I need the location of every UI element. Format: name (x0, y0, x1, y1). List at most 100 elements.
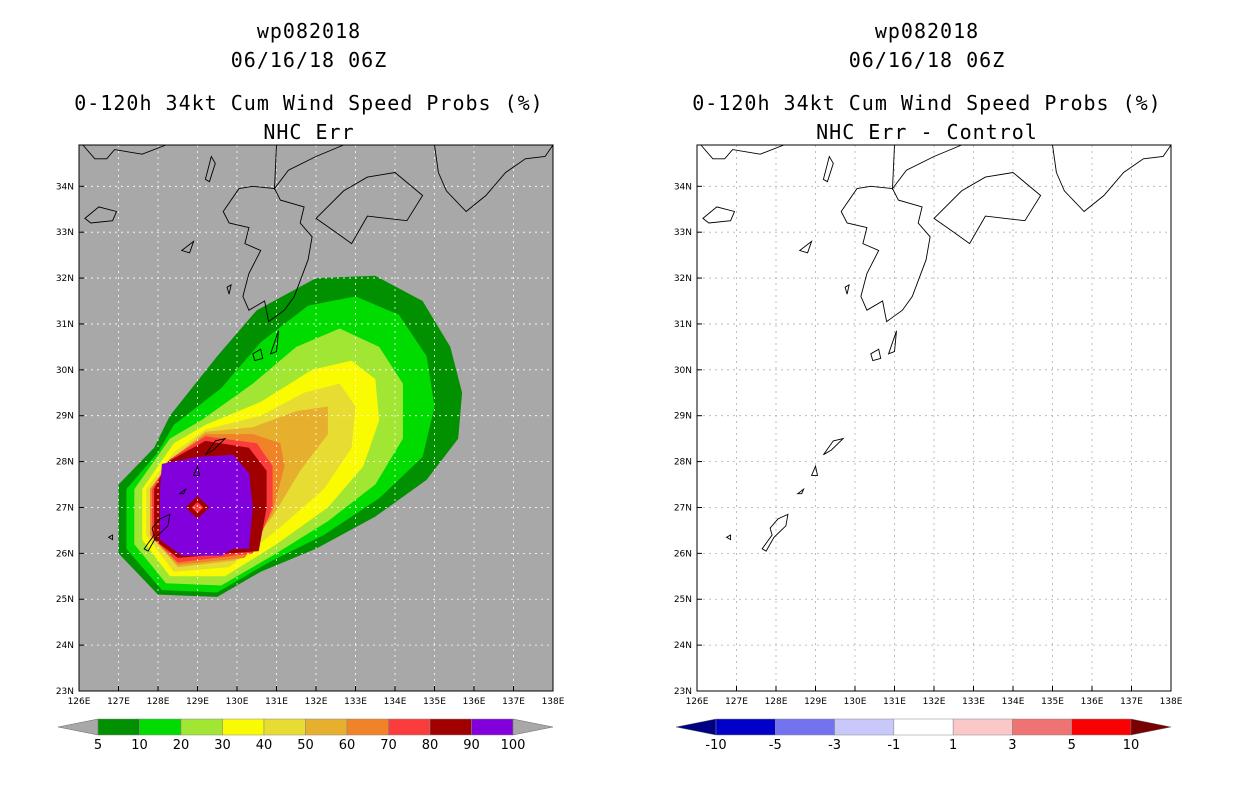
colorbar-segment (97, 718, 140, 736)
right-map: 126E 127E 128E 129E 130E 131E 132E 133E 134E 135E… (674, 144, 1183, 753)
lat-tick-label: 32N (674, 274, 692, 284)
coastline (269, 330, 279, 355)
lon-tick-label: 129E (804, 697, 827, 707)
lon-tick-label: 130E (226, 697, 249, 707)
lon-tick-label: 138E (1160, 697, 1183, 707)
lat-tick-label: 25N (56, 595, 74, 605)
lat-tick-label: 29N (674, 412, 692, 422)
lon-tick-label: 130E (844, 697, 867, 707)
lon-tick-label: 138E (542, 697, 565, 707)
colorbar-label: 5 (1068, 738, 1076, 753)
colorbar-segment (834, 718, 895, 736)
lat-tick-label: 27N (674, 503, 692, 513)
lat-tick-label: 23N (56, 687, 74, 697)
colorbar-label: 100 (501, 738, 526, 753)
colorbar-segment (139, 718, 182, 736)
coastline (84, 206, 118, 224)
coastline (822, 155, 834, 183)
right-date: 06/16/18 06Z (848, 48, 1006, 72)
lon-tick-label: 131E (265, 697, 288, 707)
lon-tick-label: 135E (1041, 697, 1064, 707)
coastline (273, 144, 344, 191)
lon-tick-label: 128E (147, 697, 170, 707)
colorbar-over-arrow (1130, 718, 1172, 736)
lon-tick-label: 128E (765, 697, 788, 707)
left-panel: wp082018 06/16/18 06Z 0-120h 34kt Cum Wi… (56, 19, 565, 753)
lon-tick-label: 137E (1120, 697, 1143, 707)
coastline (252, 348, 264, 362)
lon-tick-label: 134E (384, 697, 407, 707)
right-subtitle: NHC Err - Control (816, 120, 1038, 144)
right-storm-id: wp082018 (874, 19, 980, 43)
lat-tick-label: 24N (674, 641, 692, 651)
lat-tick-label: 31N (56, 320, 74, 330)
coastline (725, 534, 732, 541)
lon-tick-label: 132E (305, 697, 328, 707)
coastline (107, 534, 114, 541)
coastline (315, 172, 424, 245)
colorbar-label: -10 (705, 738, 726, 753)
lat-tick-label: 23N (674, 687, 692, 697)
coastline (205, 437, 227, 456)
right-product-title: 0-120h 34kt Cum Wind Speed Probs (%) (692, 91, 1162, 115)
colorbar-label: 70 (380, 738, 397, 753)
lat-tick-label: 30N (56, 366, 74, 376)
lat-tick-label: 33N (674, 228, 692, 238)
coastline (178, 487, 187, 495)
colorbar-label: -3 (828, 738, 841, 753)
colorbar-segment (893, 718, 954, 736)
coastline (143, 513, 171, 552)
colorbar-label: 60 (339, 738, 356, 753)
colorbar-label: 10 (1123, 738, 1140, 753)
lon-tick-label: 133E (962, 697, 985, 707)
colorbar-label: -1 (887, 738, 900, 753)
coastline (810, 464, 819, 476)
coastline (796, 487, 805, 495)
colorbar-segment (222, 718, 265, 736)
lat-tick-label: 27N (56, 503, 74, 513)
lat-tick-label: 24N (56, 641, 74, 651)
left-map: 126E 127E 128E 129E 130E 131E 132E 133E 134E 135E… (56, 144, 565, 753)
colorbar-segment (180, 718, 223, 736)
right-panel: wp082018 06/16/18 06Z 0-120h 34kt Cum Wi… (618, 0, 1236, 800)
lon-tick-label: 127E (725, 697, 748, 707)
coastline (204, 155, 216, 183)
colorbar-label: 3 (1008, 738, 1016, 753)
coastline (870, 348, 882, 362)
colorbar-segment (1012, 718, 1072, 736)
lat-tick-label: 26N (674, 549, 692, 559)
coastline (702, 206, 736, 224)
lon-tick-label: 135E (423, 697, 446, 707)
colorbar-label: 80 (422, 738, 439, 753)
colorbar-segment (263, 718, 306, 736)
colorbar-label: 1 (949, 738, 957, 753)
lon-tick-label: 129E (186, 697, 209, 707)
coastline (844, 284, 850, 295)
coastline (840, 185, 931, 323)
lat-tick-label: 25N (674, 595, 692, 605)
lat-tick-label: 29N (56, 412, 74, 422)
colorbar-label: 20 (173, 738, 190, 753)
lon-tick-label: 133E (344, 697, 367, 707)
coastline (891, 144, 962, 191)
coastline (222, 185, 313, 323)
lon-tick-label: 136E (1081, 697, 1104, 707)
lat-tick-label: 34N (674, 182, 692, 192)
colorbar-label: 30 (214, 738, 231, 753)
lat-tick-label: 32N (56, 274, 74, 284)
colorbar-label: 5 (94, 738, 102, 753)
colorbar-segment (775, 718, 835, 736)
left-storm-id: wp082018 (256, 19, 362, 43)
lon-tick-label: 126E (68, 697, 91, 707)
lon-tick-label: 134E (1002, 697, 1025, 707)
coastline (226, 284, 232, 295)
lat-tick-label: 33N (56, 228, 74, 238)
lon-tick-label: 131E (883, 697, 906, 707)
lon-tick-label: 136E (463, 697, 486, 707)
prob-contour-center-inner (191, 502, 204, 513)
lon-tick-label: 137E (502, 697, 525, 707)
coastline (192, 464, 201, 476)
colorbar-label: 10 (131, 738, 148, 753)
coastline (761, 513, 789, 552)
lon-tick-label: 127E (107, 697, 130, 707)
